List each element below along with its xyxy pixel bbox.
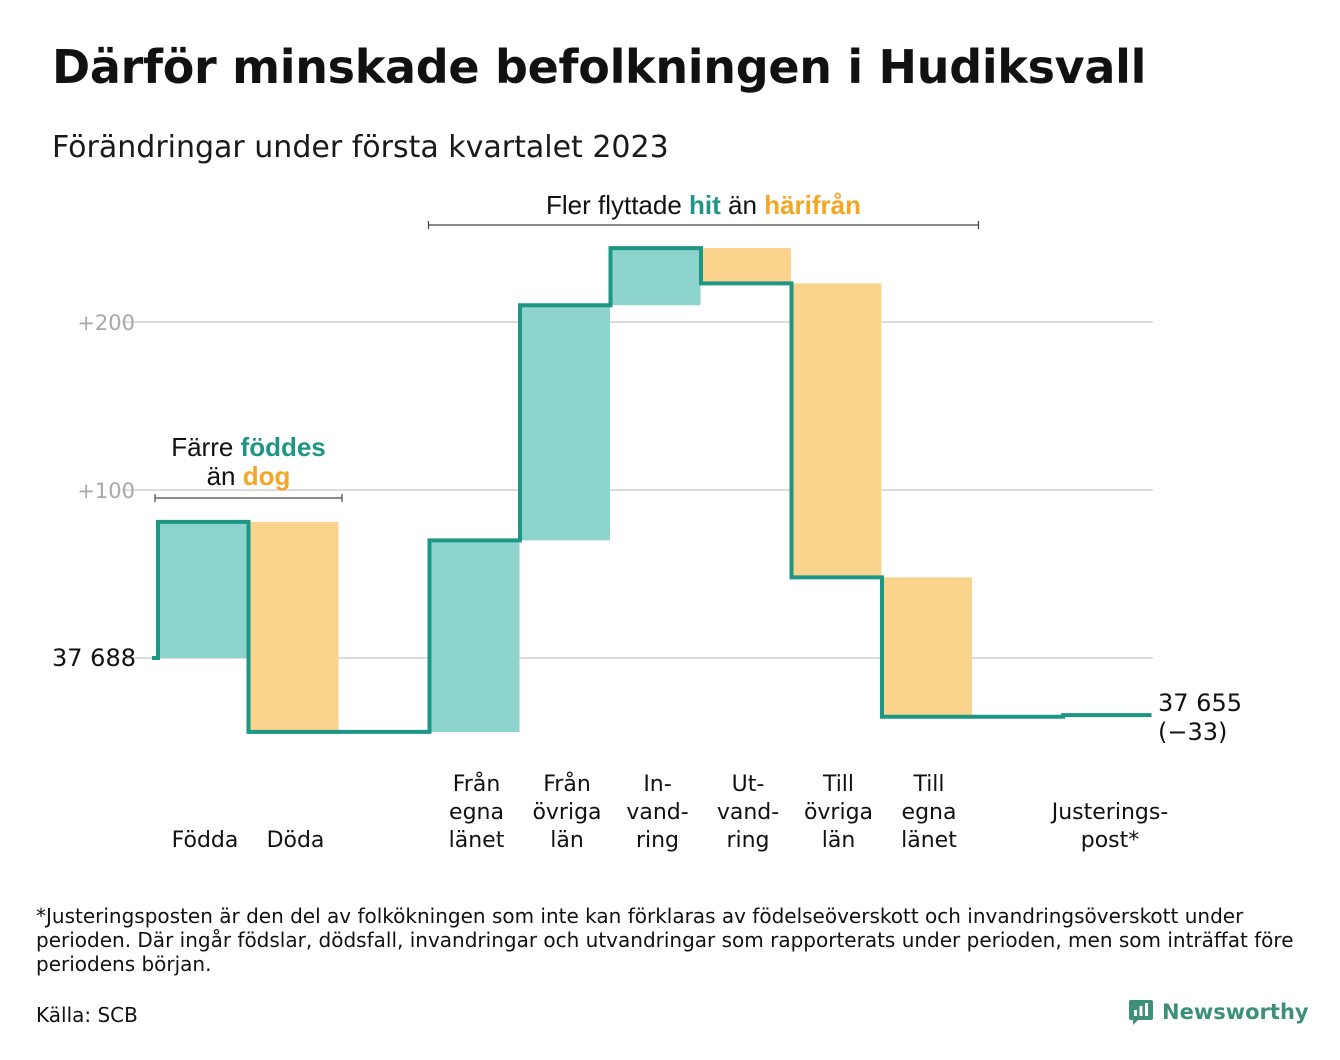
- category-label: egna: [449, 800, 504, 825]
- brand-logo: Newsworthy: [1128, 998, 1309, 1026]
- bar-decrease: [703, 248, 791, 284]
- start-value-label: 37 688: [52, 644, 136, 672]
- category-label: Ut-: [732, 772, 765, 797]
- category-label: Till: [822, 772, 854, 797]
- cumulative-step-line: [152, 246, 1152, 734]
- category-label: övriga: [804, 800, 873, 825]
- annotation-highlight: härifrån: [764, 190, 861, 220]
- annotation-text: Fler flyttade: [546, 190, 689, 220]
- category-label: egna: [902, 800, 957, 825]
- y-tick-label: +200: [77, 311, 135, 335]
- category-label: Från: [543, 771, 591, 797]
- bar-decrease: [250, 521, 339, 732]
- category-label: län: [550, 828, 584, 853]
- category-label: In-: [643, 772, 671, 797]
- chart-title: Därför minskade befolkningen i Hudiksval…: [52, 40, 1147, 94]
- annotation-births-line2: än dog: [207, 461, 291, 491]
- category-label: post*: [1081, 828, 1140, 853]
- annotation-text: än: [721, 190, 764, 220]
- annotation-text: än: [207, 461, 243, 491]
- category-label: Från: [453, 771, 501, 797]
- source-note: Källa: SCB: [36, 1003, 138, 1027]
- brand-name: Newsworthy: [1162, 1000, 1309, 1024]
- category-label: vand-: [626, 800, 688, 825]
- annotation-births-line1: Färre föddes: [171, 432, 326, 462]
- newsworthy-logo-icon: [1129, 1000, 1153, 1025]
- footnote: *Justeringsposten är den del av folkökni…: [36, 904, 1294, 976]
- category-label: ring: [636, 828, 679, 853]
- bar-increase: [522, 305, 610, 541]
- category-label: Justerings-: [1050, 800, 1169, 825]
- category-label: ring: [726, 828, 769, 853]
- annotation-highlight: föddes: [241, 432, 326, 462]
- category-label: vand-: [717, 800, 779, 825]
- bar-increase: [612, 248, 701, 306]
- end-value-label: 37 655: [1158, 689, 1242, 717]
- category-label: län: [822, 828, 856, 853]
- annotation-text: Färre: [171, 432, 240, 462]
- cumulative-line: [152, 246, 1152, 734]
- chart-subtitle: Förändringar under första kvartalet 2023: [52, 130, 669, 165]
- waterfall-chart: +100 +200 37 688 Födda Döda Från egna länet Från…: [52, 190, 1242, 853]
- y-tick-label: +100: [77, 479, 135, 503]
- labels: +100 +200 37 688 Födda Döda Från egna länet Från…: [52, 311, 1242, 853]
- annotation-migration: Fler flyttade hit än härifrån: [546, 190, 861, 220]
- category-label: länet: [449, 828, 505, 853]
- bar-increase: [160, 521, 248, 658]
- annotation-highlight: dog: [243, 461, 291, 491]
- category-label: Döda: [267, 828, 325, 853]
- end-change-label: (−33): [1158, 718, 1227, 746]
- bar-decrease: [884, 577, 972, 717]
- annotation-highlight: hit: [689, 190, 721, 220]
- bar-decrease: [793, 283, 882, 578]
- category-label: länet: [901, 828, 957, 853]
- bars: [160, 248, 972, 732]
- bar-increase: [431, 540, 520, 732]
- category-label: Till: [912, 772, 944, 797]
- category-label: Födda: [172, 828, 239, 853]
- category-label: övriga: [532, 800, 601, 825]
